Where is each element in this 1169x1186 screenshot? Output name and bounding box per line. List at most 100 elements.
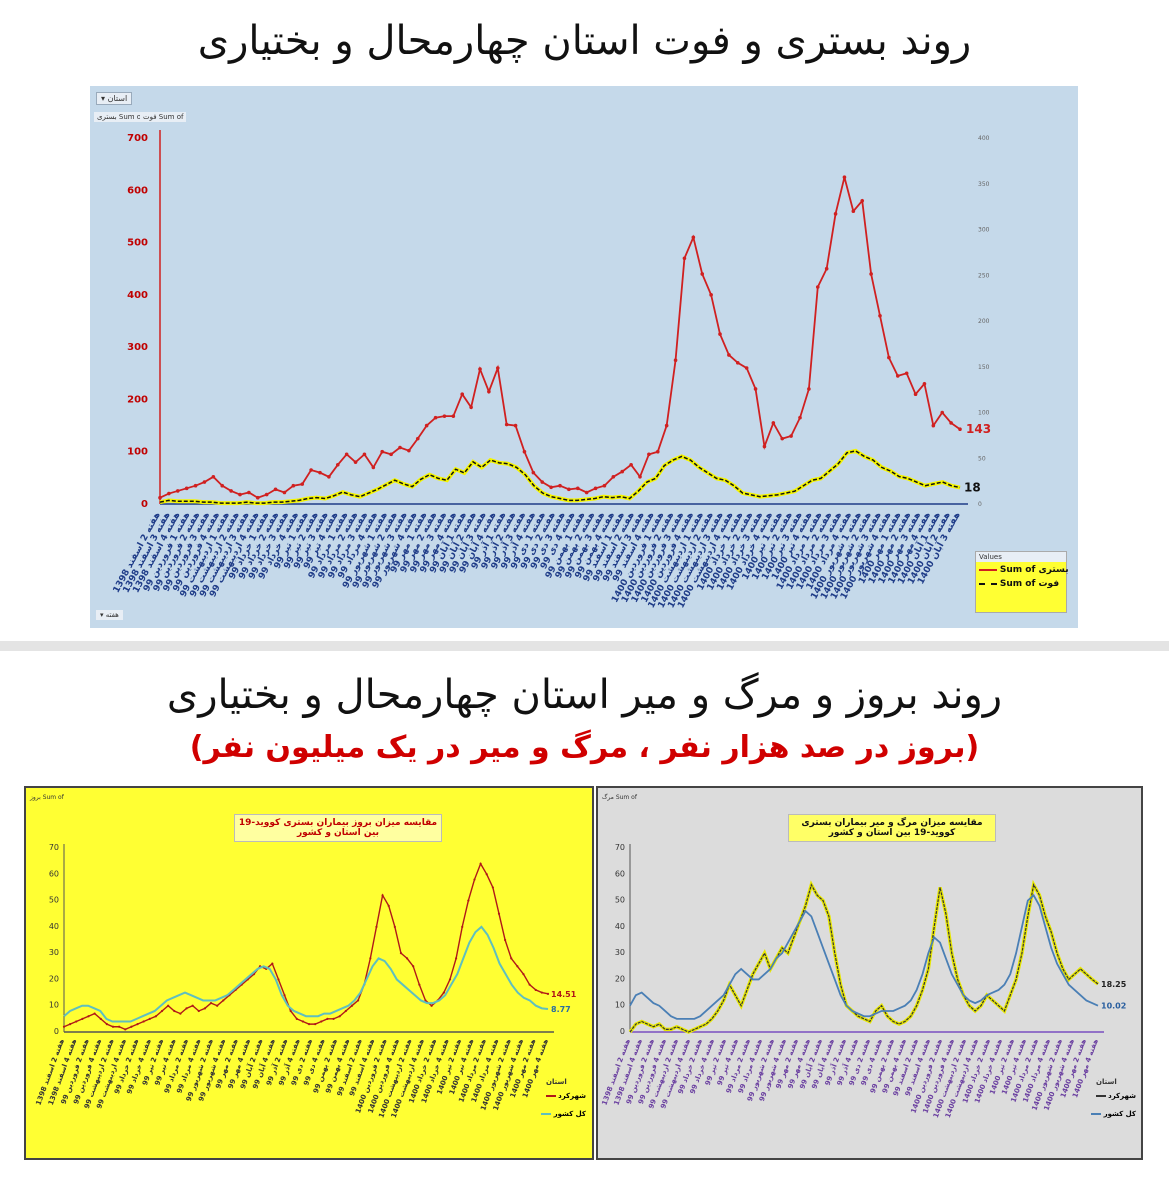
series-point [516, 965, 518, 967]
top-title: روند بستری و فوت استان چهارمحال و بختیار… [0, 18, 1169, 64]
hosp-point [638, 475, 642, 479]
right-tick-label: 200 [978, 318, 990, 325]
hosp-point [834, 212, 838, 216]
hosp-point [238, 493, 242, 497]
hosp-point [185, 487, 189, 491]
hosp-point [558, 484, 562, 488]
hosp-point [212, 475, 216, 479]
series-point [529, 984, 531, 986]
hosp-point [354, 460, 358, 464]
series-point [296, 1018, 298, 1020]
hosp-point [656, 450, 660, 454]
series-point [179, 1013, 181, 1015]
right-tick-label: 0 [978, 501, 982, 508]
incidence-chart: 01020304050607014.518.771398 هفته 2 اسفن… [24, 786, 594, 1160]
hosp-point [754, 387, 758, 391]
hosp-point [816, 285, 820, 289]
hosp-point [398, 446, 402, 450]
hosp-point [496, 366, 500, 370]
series-point [400, 952, 402, 954]
hosp-point [416, 437, 420, 441]
hosp-point [469, 405, 473, 409]
hosp-point [576, 487, 580, 491]
series-point [510, 957, 512, 959]
series-point [185, 1007, 187, 1009]
series-point [210, 1002, 212, 1004]
series-point [94, 1013, 96, 1015]
hosp-point [540, 480, 544, 484]
left-tick-label: 100 [127, 447, 148, 458]
series-line [64, 864, 548, 1030]
series-point [547, 993, 549, 995]
hosp-point [745, 366, 749, 370]
series-point [418, 984, 420, 986]
hosp-point [700, 272, 704, 276]
series-point [541, 991, 543, 993]
y-tick-label: 30 [615, 948, 625, 957]
right-tick-label: 250 [978, 272, 990, 279]
series-point [339, 1015, 341, 1017]
series-point [473, 878, 475, 880]
series-point [412, 965, 414, 967]
hosp-point [336, 463, 340, 467]
y-tick-label: 0 [54, 1027, 59, 1036]
hosp-point [158, 496, 162, 500]
hosp-point [594, 487, 598, 491]
series-point [75, 1020, 77, 1022]
hosp-point [532, 471, 536, 475]
series-point [345, 1010, 347, 1012]
hosp-point [736, 361, 740, 365]
series-point [136, 1023, 138, 1025]
y-tick-label: 0 [620, 1027, 625, 1036]
series-point [63, 1026, 65, 1028]
series-point [320, 1020, 322, 1022]
series-point [106, 1023, 108, 1025]
y-tick-label: 30 [49, 948, 59, 957]
hosp-point [585, 491, 589, 495]
bottom-subtitle: (بروز در صد هزار نفر ، مرگ و میر در یک م… [0, 730, 1169, 765]
hosp-point [709, 293, 713, 297]
last-value-label: 10.02 [1101, 1002, 1126, 1011]
y-tick-label: 10 [49, 1001, 59, 1010]
left-tick-label: 500 [127, 238, 148, 249]
hosp-last-label: 143 [966, 422, 991, 436]
left-tick-label: 300 [127, 342, 148, 353]
hosp-point [949, 421, 953, 425]
series-point [149, 1018, 151, 1020]
right-tick-label: 150 [978, 364, 990, 371]
series-point [314, 1023, 316, 1025]
y-tick-label: 60 [49, 869, 59, 878]
hosp-point [843, 175, 847, 179]
hosp-point [798, 416, 802, 420]
hosp-series-line [160, 177, 960, 498]
right-tick-label: 100 [978, 410, 990, 417]
hosp-point [603, 484, 607, 488]
series-point [198, 1010, 200, 1012]
series-point [130, 1026, 132, 1028]
series-point [161, 1010, 163, 1012]
series-point [449, 978, 451, 980]
left-tick-label: 600 [127, 185, 148, 196]
y-tick-label: 20 [615, 974, 625, 983]
series-point [124, 1028, 126, 1030]
series-point [351, 1005, 353, 1007]
series-point [277, 978, 279, 980]
hosp-point [772, 421, 776, 425]
series-point [535, 989, 537, 991]
series-point [492, 886, 494, 888]
hosp-point [940, 411, 944, 415]
hosp-point [718, 332, 722, 336]
series-point [216, 1005, 218, 1007]
series-point [480, 863, 482, 865]
hosp-point [665, 424, 669, 428]
top-chart: 0 100 200 300 400 500 600 700 0 50 100 150 200 250 300… [90, 86, 1078, 628]
hosp-point [256, 496, 260, 500]
series-point [100, 1018, 102, 1020]
hosp-point [309, 468, 313, 472]
y-tick-label: 70 [615, 843, 625, 852]
y-tick-label: 20 [49, 974, 59, 983]
hosp-point [887, 356, 891, 360]
hosp-point [203, 480, 207, 484]
hosp-point [514, 424, 518, 428]
hosp-point [487, 390, 491, 394]
